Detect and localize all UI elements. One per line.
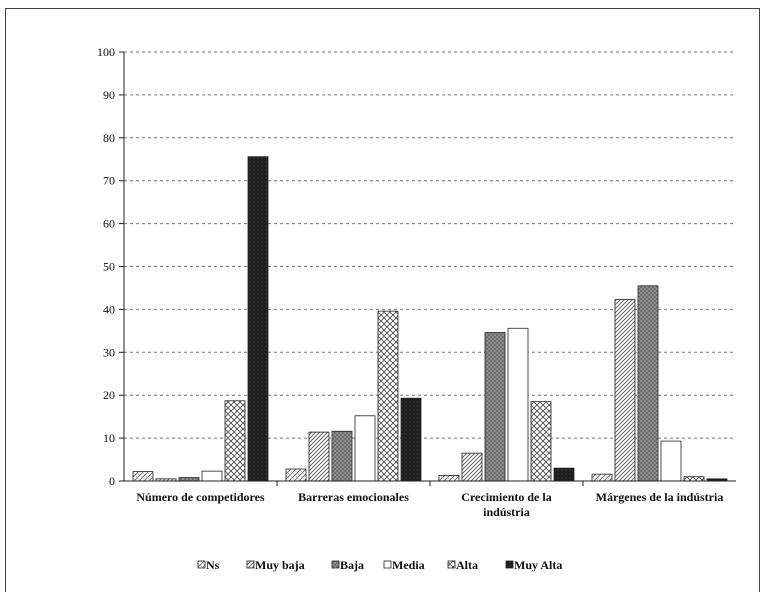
chart-frame (5, 8, 760, 592)
y-tick-label: 100 (97, 45, 115, 59)
legend: Ns Muy baja Baja Media Alta Muy Alta (197, 558, 562, 572)
bar-ns (591, 473, 613, 482)
category-label: Márgenes de la indústria (596, 490, 724, 504)
bar-alta (377, 310, 399, 482)
bar-ns (285, 468, 307, 482)
y-tick-label: 40 (103, 302, 115, 316)
bars (132, 156, 728, 482)
y-tick-label: 30 (103, 345, 115, 359)
bar-muyalta (247, 156, 269, 482)
bar-media (660, 440, 682, 482)
legend-label: Ns (206, 558, 220, 572)
bar-ns (438, 475, 460, 482)
bar-ns (132, 471, 154, 482)
y-tick-label: 20 (103, 388, 115, 402)
legend-swatch (246, 560, 255, 569)
legend-swatch (197, 560, 206, 569)
bar-muybaja (461, 452, 483, 482)
legend-label: Media (392, 558, 425, 572)
y-tick-label: 50 (103, 260, 115, 274)
x-axis-labels: Número de competidores Barreras emocional… (136, 490, 723, 519)
bar-muybaja (614, 299, 636, 482)
bar-media (201, 470, 223, 482)
y-tick-label: 70 (103, 174, 115, 188)
legend-swatch (447, 560, 456, 569)
category-label: Número de competidores (136, 490, 265, 504)
y-tick-label: 0 (109, 474, 115, 488)
bar-muybaja (308, 431, 330, 482)
bar-media (507, 327, 529, 482)
bar-media (354, 415, 376, 482)
y-tick-label: 90 (103, 88, 115, 102)
legend-label: Baja (340, 558, 364, 572)
axes (123, 52, 736, 486)
bar-baja (637, 285, 659, 482)
legend-swatch (331, 560, 340, 569)
bar-baja (484, 332, 506, 482)
bar-muyalta (553, 467, 575, 482)
category-label: Barreras emocionales (298, 490, 409, 504)
legend-label: Muy baja (255, 558, 305, 572)
category-label: Crecimiento de la (461, 490, 551, 504)
category-label: indústria (483, 505, 530, 519)
bar-alta (224, 400, 246, 482)
y-tick-label: 60 (103, 217, 115, 231)
bar-alta (530, 401, 552, 482)
bar-baja (178, 477, 200, 482)
y-tick-label: 80 (103, 131, 115, 145)
legend-label: Alta (456, 558, 478, 572)
legend-label: Muy Alta (514, 558, 562, 572)
bar-alta (683, 476, 705, 482)
legend-swatch (383, 560, 392, 569)
bar-baja (331, 430, 353, 482)
legend-swatch (505, 560, 514, 569)
y-axis-ticks: 0 10 20 30 40 50 60 70 80 90 100 (97, 45, 124, 488)
y-tick-label: 10 (103, 431, 115, 445)
bar-muyalta (400, 397, 422, 482)
